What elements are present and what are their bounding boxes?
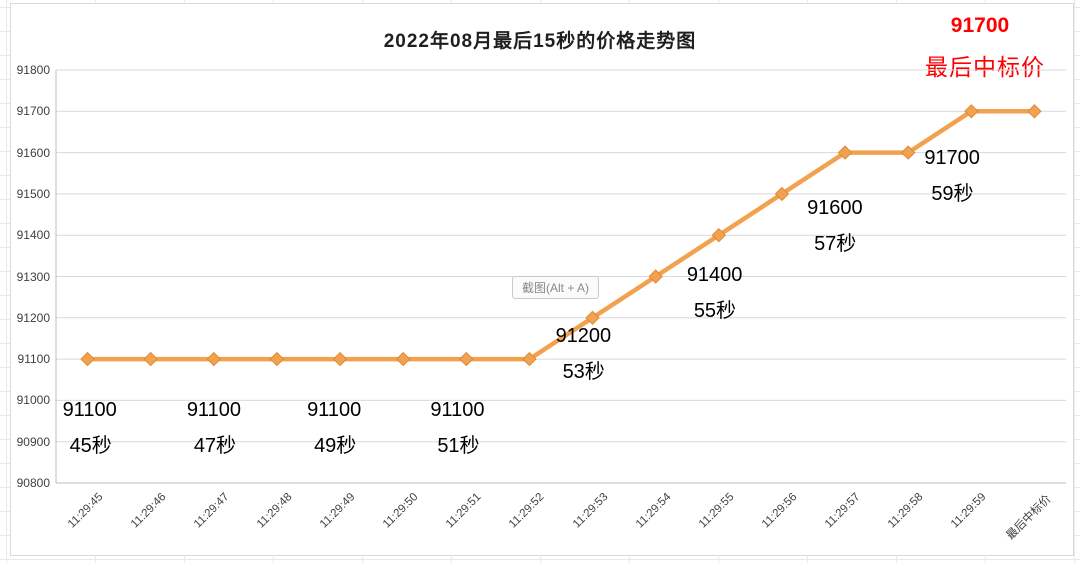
data-label: 91200 53秒 [556, 318, 612, 390]
data-label-seconds: 57秒 [814, 232, 857, 255]
y-axis-tick-label: 91100 [17, 352, 50, 367]
data-label-seconds: 47秒 [193, 435, 237, 458]
data-label: 91600 57秒 [807, 190, 863, 262]
data-label-seconds: 49秒 [314, 435, 357, 458]
data-label-seconds: 59秒 [931, 183, 974, 206]
data-label: 91100 51秒 [430, 392, 484, 464]
data-label-seconds: 55秒 [693, 300, 737, 323]
data-label: 91400 55秒 [687, 257, 743, 329]
data-label-price: 91100 [430, 399, 485, 422]
screenshot-tooltip[interactable]: 截图(Alt + A) [512, 276, 600, 299]
data-label-price: 91100 [186, 399, 241, 422]
data-label: 91100 45秒 [63, 392, 117, 464]
y-axis-tick-label: 90800 [16, 476, 50, 490]
y-axis-tick-label: 91500 [16, 186, 50, 201]
data-label: 91100 49秒 [307, 392, 361, 464]
final-price-label: 最后中标价 [925, 54, 1045, 80]
data-label-seconds: 53秒 [562, 360, 605, 383]
y-axis-tick-label: 91200 [16, 310, 50, 325]
y-axis-tick-label: 90900 [16, 434, 50, 449]
y-axis-tick-label: 91400 [16, 228, 50, 243]
data-label-price: 91100 [62, 399, 117, 422]
data-label: 91100 47秒 [187, 392, 241, 464]
chart-title: 2022年08月最后15秒的价格走势图 [383, 31, 697, 52]
data-label-seconds: 45秒 [69, 435, 112, 458]
data-label-price: 91400 [686, 264, 743, 287]
data-label-price: 91200 [555, 324, 612, 347]
final-price-value: 91700 [950, 14, 1010, 37]
data-label: 91700 59秒 [924, 140, 980, 212]
y-axis-tick-label: 91700 [16, 104, 50, 119]
data-label-seconds: 51秒 [437, 435, 480, 458]
y-axis-tick-label: 91300 [16, 269, 50, 284]
data-label-price: 91600 [807, 196, 863, 219]
y-axis-tick-label: 91600 [16, 145, 50, 160]
data-label-price: 91700 [924, 147, 980, 170]
data-label-price: 91100 [307, 399, 362, 422]
y-axis-tick-label: 91800 [16, 63, 50, 77]
y-axis-tick-label: 91000 [16, 393, 50, 408]
